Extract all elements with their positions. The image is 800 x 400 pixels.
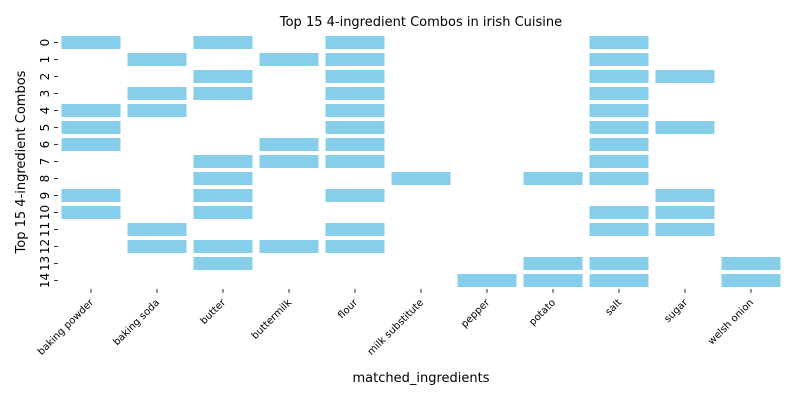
heatmap-cell-10-salt bbox=[589, 206, 649, 219]
y-tick-label-4: 4 bbox=[38, 107, 52, 115]
heatmap-cell-2-salt bbox=[589, 70, 649, 83]
heatmap-cell-3-baking-soda bbox=[127, 87, 187, 100]
heatmap-cell-12-flour bbox=[325, 240, 385, 253]
heatmap-cell-2-flour bbox=[325, 70, 385, 83]
heatmap-cell-5-sugar bbox=[655, 121, 715, 134]
heatmap-cell-0-salt bbox=[589, 36, 649, 49]
heatmap-cell-14-pepper bbox=[457, 274, 517, 287]
y-tick-label-11: 11 bbox=[38, 222, 52, 237]
x-tick-label-sugar: sugar bbox=[662, 297, 690, 325]
y-tick-label-6: 6 bbox=[38, 141, 52, 149]
y-axis-label: Top 15 4-ingredient Combos bbox=[14, 70, 29, 254]
x-tick-label-milk-substitute: milk substitute bbox=[366, 297, 426, 357]
heatmap-cell-10-butter bbox=[193, 206, 253, 219]
y-tick-label-1: 1 bbox=[38, 56, 52, 64]
x-axis-label: matched_ingredients bbox=[353, 371, 490, 386]
heatmap-cell-11-flour bbox=[325, 223, 385, 236]
x-tick-label-salt: salt bbox=[604, 297, 625, 318]
heatmap-cell-6-baking-powder bbox=[61, 138, 121, 151]
heatmap-cell-5-baking-powder bbox=[61, 121, 121, 134]
heatmap-cell-9-butter bbox=[193, 189, 253, 202]
heatmap-cell-3-flour bbox=[325, 87, 385, 100]
heatmap-cell-7-flour bbox=[325, 155, 385, 168]
x-tick-label-flour: flour bbox=[336, 297, 361, 322]
y-tick-label-12: 12 bbox=[38, 239, 52, 254]
heatmap-cell-8-milk-substitute bbox=[391, 172, 451, 185]
heatmap-cell-10-sugar bbox=[655, 206, 715, 219]
heatmap-cell-1-baking-soda bbox=[127, 53, 187, 66]
heatmap-cell-12-buttermilk bbox=[259, 240, 319, 253]
heatmap-cell-3-butter bbox=[193, 87, 253, 100]
heatmap-cell-6-salt bbox=[589, 138, 649, 151]
heatmap-cell-8-potato bbox=[523, 172, 583, 185]
y-tick-label-14: 14 bbox=[38, 273, 52, 288]
heatmap-cell-4-baking-powder bbox=[61, 104, 121, 117]
heatmap-cell-13-salt bbox=[589, 257, 649, 270]
y-tick-label-10: 10 bbox=[38, 205, 52, 220]
heatmap-cell-3-salt bbox=[589, 87, 649, 100]
heatmap-cell-13-welsh-onion bbox=[721, 257, 781, 270]
x-tick-label-baking-powder: baking powder bbox=[36, 297, 97, 358]
heatmap-cell-6-flour bbox=[325, 138, 385, 151]
heatmap-cell-11-sugar bbox=[655, 223, 715, 236]
y-tick-label-3: 3 bbox=[38, 90, 52, 98]
heatmap-cell-9-baking-powder bbox=[61, 189, 121, 202]
cells-group bbox=[61, 36, 781, 287]
chart-title: Top 15 4-ingredient Combos in irish Cuis… bbox=[279, 15, 562, 30]
heatmap-cell-11-baking-soda bbox=[127, 223, 187, 236]
y-tick-label-5: 5 bbox=[38, 124, 52, 132]
x-tick-label-baking-soda: baking soda bbox=[111, 297, 162, 348]
x-tick-label-butter: butter bbox=[199, 297, 229, 327]
heatmap-cell-6-buttermilk bbox=[259, 138, 319, 151]
heatmap-cell-5-salt bbox=[589, 121, 649, 134]
heatmap-cell-5-flour bbox=[325, 121, 385, 134]
heatmap-cell-1-salt bbox=[589, 53, 649, 66]
heatmap-cell-0-butter bbox=[193, 36, 253, 49]
heatmap-cell-2-butter bbox=[193, 70, 253, 83]
y-tick-label-9: 9 bbox=[38, 192, 52, 200]
heatmap-cell-7-butter bbox=[193, 155, 253, 168]
heatmap-cell-14-potato bbox=[523, 274, 583, 287]
heatmap-cell-8-salt bbox=[589, 172, 649, 185]
heatmap-cell-0-baking-powder bbox=[61, 36, 121, 49]
x-tick-label-welsh-onion: welsh onion bbox=[706, 297, 756, 347]
heatmap-cell-11-salt bbox=[589, 223, 649, 236]
x-tick-label-pepper: pepper bbox=[459, 297, 492, 330]
heatmap-cell-10-baking-powder bbox=[61, 206, 121, 219]
y-tick-label-8: 8 bbox=[38, 175, 52, 183]
heatmap-cell-8-butter bbox=[193, 172, 253, 185]
heatmap-cell-14-salt bbox=[589, 274, 649, 287]
heatmap-cell-7-buttermilk bbox=[259, 155, 319, 168]
y-tick-label-2: 2 bbox=[38, 73, 52, 81]
heatmap-cell-13-butter bbox=[193, 257, 253, 270]
x-tick-label-potato: potato bbox=[527, 297, 558, 328]
heatmap-cell-12-baking-soda bbox=[127, 240, 187, 253]
heatmap-cell-1-buttermilk bbox=[259, 53, 319, 66]
heatmap-cell-13-potato bbox=[523, 257, 583, 270]
heatmap-cell-4-baking-soda bbox=[127, 104, 187, 117]
y-tick-label-13: 13 bbox=[38, 256, 52, 271]
heatmap-cell-9-sugar bbox=[655, 189, 715, 202]
x-tick-label-buttermilk: buttermilk bbox=[250, 297, 294, 341]
x-tick-group: baking powder baking soda butter buttermilk… bbox=[36, 289, 756, 358]
heatmap-cell-1-flour bbox=[325, 53, 385, 66]
heatmap-cell-9-flour bbox=[325, 189, 385, 202]
heatmap-cell-4-flour bbox=[325, 104, 385, 117]
y-tick-label-0: 0 bbox=[38, 39, 52, 47]
heatmap-cell-7-salt bbox=[589, 155, 649, 168]
heatmap-cell-0-flour bbox=[325, 36, 385, 49]
heatmap-cell-2-sugar bbox=[655, 70, 715, 83]
heatmap-cell-14-welsh-onion bbox=[721, 274, 781, 287]
y-tick-label-7: 7 bbox=[38, 158, 52, 166]
heatmap-cell-12-butter bbox=[193, 240, 253, 253]
heatmap-cell-4-salt bbox=[589, 104, 649, 117]
